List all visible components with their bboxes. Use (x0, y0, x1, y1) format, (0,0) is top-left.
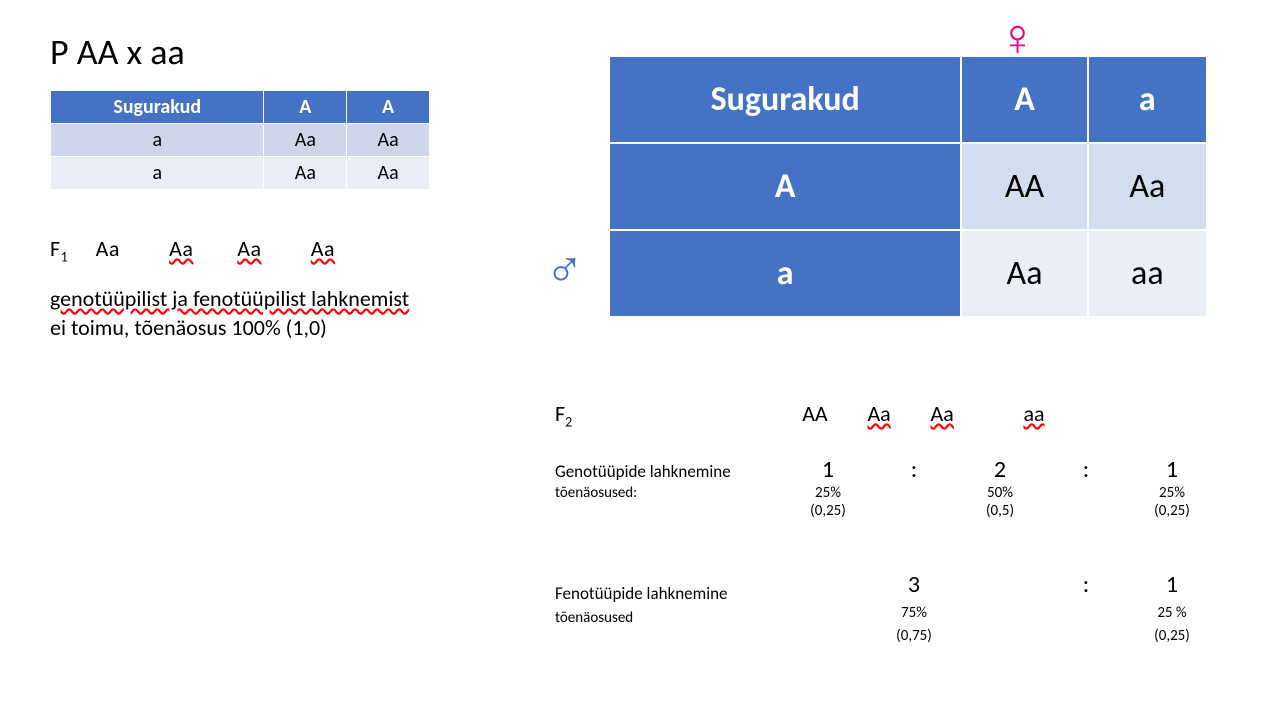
small-header-cell: Sugurakud (51, 91, 264, 124)
cross-title: P AA x aa (50, 30, 185, 74)
small-cell: Aa (264, 124, 347, 157)
f2-subscript: 2 (565, 413, 572, 430)
small-cell: Aa (264, 157, 347, 190)
big-cell: AA (961, 143, 1087, 230)
small-header-cell: A (347, 91, 430, 124)
f2-val: Aa (931, 400, 954, 427)
f1-val: Aa (96, 235, 120, 262)
genotype-ratio-block: Genotüüpide lahknemine 1 : 2 : 1 tõenäos… (555, 455, 1215, 520)
decimal-val: (0,5) (957, 502, 1043, 520)
f1-subscript: 1 (61, 248, 69, 265)
decimal-val: (0,25) (1129, 502, 1215, 520)
f2-prefix: F (555, 400, 565, 427)
punnett-small-table: Sugurakud A A a Aa Aa a Aa Aa (50, 90, 430, 190)
f1-prefix: F (50, 235, 61, 262)
ratio-val: 1 (1129, 570, 1215, 599)
small-cell: a (51, 124, 264, 157)
decimal-val: (0,75) (871, 627, 957, 645)
genotype-prob-label: tõenäosused: (555, 484, 785, 502)
small-cell: Aa (347, 124, 430, 157)
small-cell: Aa (347, 157, 430, 190)
percent-val: 75% (871, 604, 957, 622)
percent-val: 25% (1129, 484, 1215, 502)
percent-val: 50% (957, 484, 1043, 502)
ratio-val: 3 (871, 570, 957, 599)
f1-val: Aa (311, 235, 335, 262)
f1-val: Aa (237, 235, 261, 262)
punnett-big-table: Sugurakud A a A AA Aa a Aa aa (608, 55, 1208, 318)
small-header-cell: A (264, 91, 347, 124)
f2-val: aa (1023, 400, 1044, 427)
big-cell: Aa (1088, 143, 1207, 230)
ratio-colon: : (1043, 570, 1129, 599)
phenotype-ratio-block: Fenotüüpide lahknemine 3 : 1 tõenäosused… (555, 570, 1215, 645)
ratio-val: 2 (957, 455, 1043, 484)
big-row-header: A (609, 143, 961, 230)
phenotype-prob-label: tõenäosused (555, 609, 785, 627)
decimal-val: (0,25) (1129, 627, 1215, 645)
big-header-cell: Sugurakud (609, 56, 961, 143)
phenotype-ratio-label: Fenotüüpide lahknemine (555, 583, 785, 604)
f2-offspring-line: F2 AA Aa Aa aa (555, 400, 1215, 430)
big-cell: aa (1088, 230, 1207, 317)
big-header-cell: A (961, 56, 1087, 143)
small-cell: a (51, 157, 264, 190)
ratio-colon: : (1043, 455, 1129, 484)
f1-explanation-text: genotüüpilist ja fenotüüpilist lahknemis… (50, 285, 409, 342)
big-header-cell: a (1088, 56, 1207, 143)
genotype-ratio-label: Genotüüpide lahknemine (555, 461, 785, 482)
ratio-val: 1 (785, 455, 871, 484)
f2-val: Aa (867, 400, 890, 427)
percent-val: 25% (785, 484, 871, 502)
geno-line2: ei toimu, tõenäosus 100% (1,0) (50, 314, 327, 341)
f2-val: AA (802, 400, 827, 427)
ratio-colon: : (871, 455, 957, 484)
f1-val: Aa (169, 235, 193, 262)
big-row-header: a (609, 230, 961, 317)
ratio-val: 1 (1129, 455, 1215, 484)
percent-val: 25 % (1129, 604, 1215, 622)
geno-line1: genotüüpilist ja fenotüüpilist lahknemis… (50, 285, 409, 312)
decimal-val: (0,25) (785, 502, 871, 520)
f1-offspring-line: F1 Aa Aa Aa Aa (50, 235, 335, 265)
big-cell: Aa (961, 230, 1087, 317)
male-icon: ♂ (545, 235, 584, 299)
